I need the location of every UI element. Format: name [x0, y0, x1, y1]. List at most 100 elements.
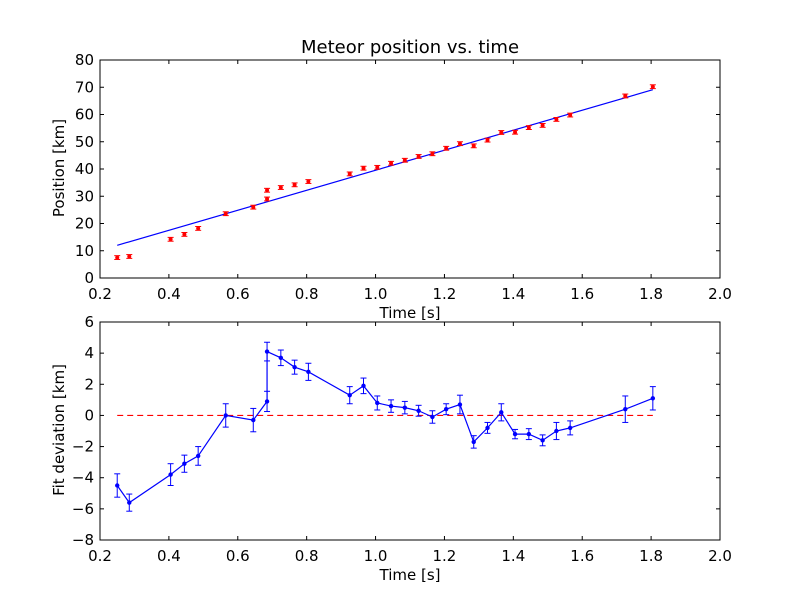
data-point	[526, 431, 532, 437]
y-tick-label: 70	[75, 78, 94, 96]
x-tick-label: 1.0	[364, 547, 388, 565]
data-point	[457, 402, 463, 407]
data-point	[526, 125, 531, 130]
data-point	[115, 483, 120, 488]
y-tick-label: 40	[75, 160, 94, 178]
data-point	[223, 211, 228, 216]
x-tick-label: 0.8	[295, 285, 319, 303]
data-point	[416, 154, 421, 159]
data-point	[361, 166, 366, 171]
data-point	[389, 161, 394, 166]
data-point	[554, 117, 559, 122]
x-tick-label: 1.0	[364, 285, 388, 303]
data-point	[265, 188, 270, 193]
data-point	[485, 138, 490, 143]
data-point	[540, 438, 545, 443]
data-point	[485, 425, 490, 431]
data-point	[623, 407, 628, 412]
y-tick-label: 0	[84, 269, 94, 287]
data-point	[375, 400, 380, 406]
data-point	[264, 349, 270, 354]
y-tick-label: 30	[75, 187, 94, 205]
deviation-chart: Time [s] Fit deviation [km] 0.2 0.4 0.6 0.8…	[50, 313, 732, 584]
data-point	[292, 182, 297, 187]
data-point	[361, 383, 366, 389]
y-tick-label: 4	[84, 344, 94, 362]
data-point	[430, 414, 435, 420]
data-point	[278, 355, 284, 361]
data-point	[416, 408, 421, 413]
x-tick-label: 0.2	[88, 285, 112, 303]
data-point	[512, 431, 518, 437]
position-chart-xlabel: Time [s]	[379, 304, 441, 322]
x-tick-label: 0.6	[226, 285, 250, 303]
y-tick-label: 2	[84, 375, 94, 393]
x-tick-label: 1.4	[501, 285, 525, 303]
data-point	[513, 130, 518, 135]
data-point	[443, 407, 449, 412]
data-point	[264, 399, 270, 404]
data-point	[444, 146, 449, 151]
y-tick-label: −6	[72, 500, 94, 518]
data-point	[457, 141, 462, 146]
fit-line	[117, 89, 654, 246]
data-point	[223, 413, 228, 418]
x-tick-label: 1.2	[433, 547, 457, 565]
data-point	[292, 364, 297, 370]
deviation-chart-frame	[99, 321, 721, 541]
data-point	[265, 196, 270, 201]
data-point	[251, 205, 256, 210]
data-point	[168, 472, 173, 477]
data-point	[554, 428, 559, 434]
x-tick-label: 2.0	[708, 547, 732, 565]
x-tick-label: 0.6	[226, 547, 250, 565]
position-chart: Meteor position vs. time Time [s] Positi…	[50, 37, 732, 322]
y-tick-label: 6	[84, 313, 94, 331]
position-chart-ylabel: Position [km]	[50, 119, 68, 217]
data-point	[306, 369, 311, 375]
data-point	[499, 410, 504, 415]
data-point	[306, 179, 311, 184]
data-point	[278, 185, 283, 190]
y-tick-label: −4	[72, 469, 94, 487]
y-tick-label: −2	[72, 438, 94, 456]
data-point	[388, 403, 394, 409]
data-point	[499, 130, 504, 135]
data-point	[251, 417, 256, 423]
data-point	[127, 254, 132, 259]
position-chart-title: Meteor position vs. time	[301, 37, 519, 58]
x-tick-label: 1.8	[639, 285, 663, 303]
x-tick-label: 2.0	[708, 285, 732, 303]
y-tick-label: 80	[75, 51, 94, 69]
y-tick-label: 50	[75, 133, 94, 151]
data-point	[347, 171, 352, 176]
data-point	[430, 151, 435, 156]
data-point	[650, 84, 655, 89]
deviation-chart-ylabel: Fit deviation [km]	[50, 364, 68, 496]
data-point	[568, 113, 573, 118]
data-point	[127, 500, 132, 505]
data-point	[196, 226, 201, 231]
x-tick-label: 0.2	[88, 547, 112, 565]
data-point	[402, 405, 408, 410]
y-tick-label: 20	[75, 215, 94, 233]
y-tick-label: 10	[75, 242, 94, 260]
x-tick-label: 0.4	[157, 285, 181, 303]
data-point	[375, 165, 380, 170]
data-point	[195, 453, 201, 459]
x-tick-label: 1.8	[639, 547, 663, 565]
x-tick-label: 1.4	[501, 547, 525, 565]
deviation-chart-xlabel: Time [s]	[379, 566, 441, 584]
y-tick-label: 0	[84, 406, 94, 424]
data-point	[650, 396, 656, 401]
data-point	[115, 255, 120, 260]
position-chart-frame	[99, 59, 721, 279]
data-point	[402, 158, 407, 163]
x-tick-label: 0.4	[157, 547, 181, 565]
x-tick-label: 0.8	[295, 547, 319, 565]
y-tick-label: −8	[72, 531, 94, 549]
data-point	[471, 143, 476, 148]
x-tick-label: 1.6	[570, 547, 594, 565]
data-point	[347, 392, 352, 398]
